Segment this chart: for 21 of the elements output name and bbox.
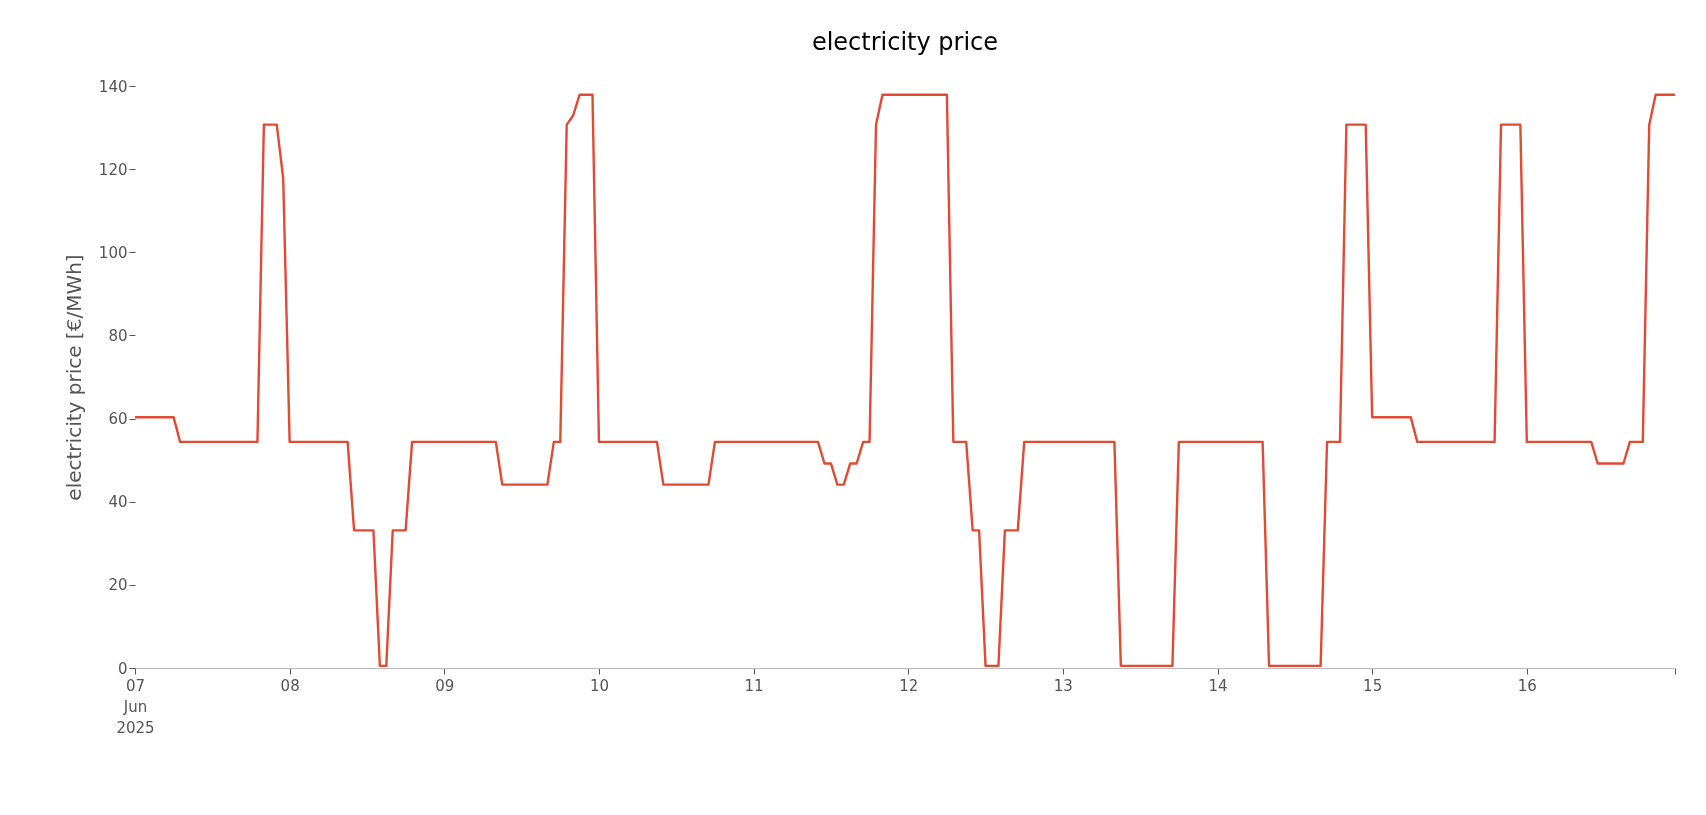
y-tick-label: 20 (108, 576, 128, 595)
y-tick-label: 100 (98, 243, 128, 262)
x-tick-label: 14 (1208, 676, 1228, 695)
line-series (135, 93, 1675, 668)
y-tick-label: 40 (108, 493, 128, 512)
x-tick-label: 07 Jun 2025 (116, 676, 155, 737)
y-axis-title: electricity price [€/MWh] (61, 254, 86, 501)
x-tick-label: 13 (1053, 676, 1073, 695)
x-tick-label: 12 (899, 676, 919, 695)
x-tick-label: 10 (589, 676, 609, 695)
x-tick-label: 16 (1517, 676, 1537, 695)
y-tick-label: 60 (108, 410, 128, 429)
x-tick-label: 08 (280, 676, 300, 695)
y-tick-label: 140 (98, 77, 128, 96)
x-tick-label: 09 (435, 676, 455, 695)
y-tick-label: 120 (98, 160, 128, 179)
x-tick-label: 11 (744, 676, 764, 695)
y-tick-label: 80 (108, 326, 128, 345)
chart-title: electricity price (811, 28, 999, 56)
y-tick-label: 0 (117, 659, 128, 678)
x-tick-label: 15 (1363, 676, 1383, 695)
